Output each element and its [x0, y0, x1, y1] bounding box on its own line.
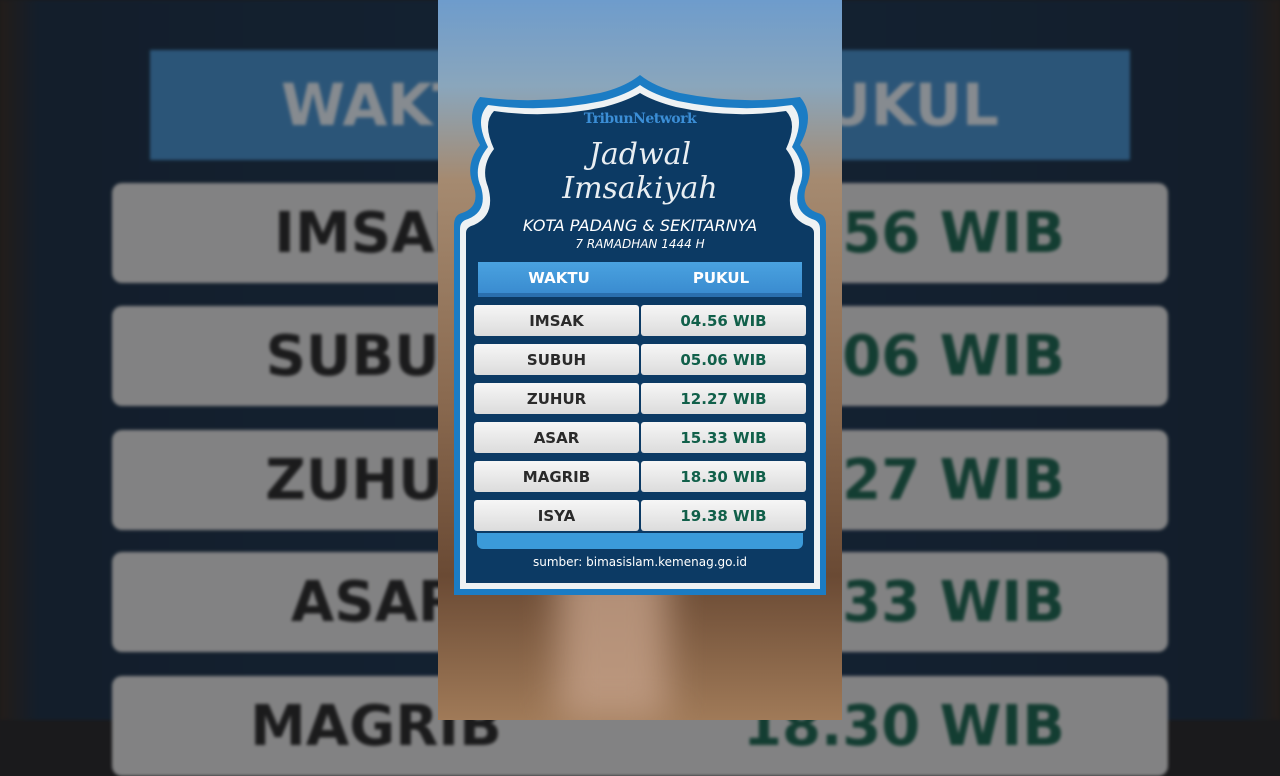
- title-line-2: Imsakiyah: [562, 171, 718, 206]
- table-row: ASAR 15.33 WIB: [474, 422, 806, 453]
- pukul-cell: 05.06 WIB: [641, 344, 806, 375]
- header-waktu: WAKTU: [528, 268, 590, 287]
- table-row: IMSAK 04.56 WIB: [474, 305, 806, 336]
- pukul-cell: 18.30 WIB: [641, 461, 806, 492]
- schedule-card: TribunNetwork Jadwal Imsakiyah KOTA PADA…: [450, 75, 830, 595]
- table-row: SUBUH 05.06 WIB: [474, 344, 806, 375]
- table-row: ZUHUR 12.27 WIB: [474, 383, 806, 414]
- waktu-cell: ASAR: [474, 422, 639, 453]
- waktu-cell: SUBUH: [474, 344, 639, 375]
- pukul-cell: 15.33 WIB: [641, 422, 806, 453]
- table-row: ISYA 19.38 WIB: [474, 500, 806, 531]
- tribunnetwork-logo: TribunNetwork: [583, 111, 697, 127]
- pukul-cell: 04.56 WIB: [641, 305, 806, 336]
- pukul-cell: 12.27 WIB: [641, 383, 806, 414]
- header-pukul: PUKUL: [692, 268, 750, 287]
- bg-waktu: ASAR: [290, 569, 462, 635]
- location: KOTA PADANG & SEKITARNYA: [522, 216, 758, 235]
- waktu-cell: ZUHUR: [474, 383, 639, 414]
- date: 7 RAMADHAN 1444 H: [575, 237, 705, 251]
- pukul-cell: 19.38 WIB: [641, 500, 806, 531]
- source-text: sumber: bimasislam.kemenag.go.id: [532, 555, 748, 569]
- table-row: MAGRIB 18.30 WIB: [474, 461, 806, 492]
- title-line-1: Jadwal: [588, 137, 692, 172]
- waktu-cell: ISYA: [474, 500, 639, 531]
- table-header: WAKTU PUKUL: [478, 262, 802, 297]
- waktu-cell: IMSAK: [474, 305, 639, 336]
- waktu-cell: MAGRIB: [474, 461, 639, 492]
- table-footer-bar: [477, 533, 803, 549]
